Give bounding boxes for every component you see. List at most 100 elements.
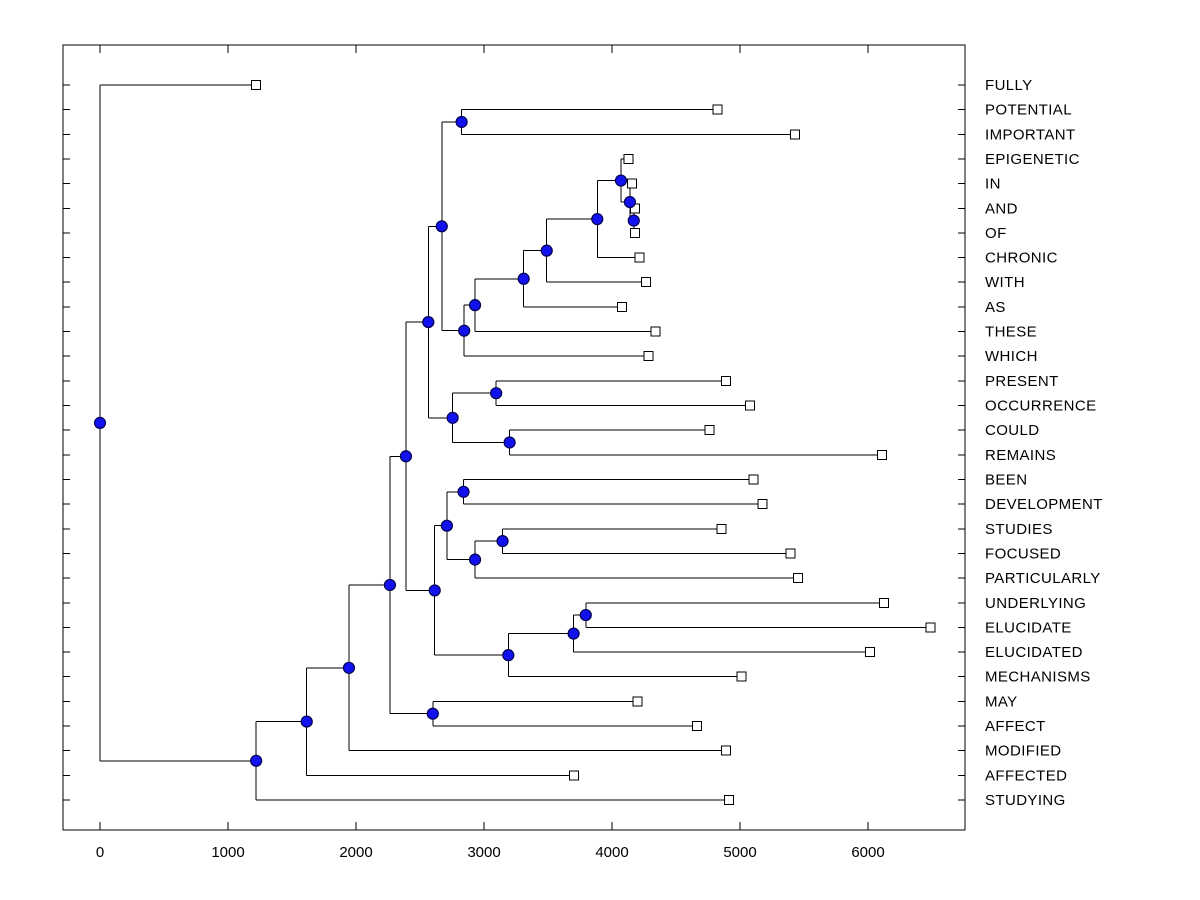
x-tick-label-0: 0 [96,844,104,861]
leaf-tip-marker [877,449,888,460]
internal-node-marker [428,584,441,597]
leaf-tip-marker [617,301,628,312]
internal-node-marker [457,485,470,498]
x-tick-label-6000: 6000 [851,844,884,861]
internal-node-marker [540,244,553,257]
leaf-label-could: COULD [985,422,1040,439]
leaf-tip-marker [634,252,645,263]
internal-node-marker [468,553,482,566]
x-tick-label-4000: 4000 [595,844,628,861]
internal-node-marker [422,315,435,329]
leaf-tip-marker [632,696,643,707]
internal-node-marker [591,212,604,226]
leaf-tip-marker [757,499,768,510]
leaf-label-modified: MODIFIED [985,743,1062,760]
labels: 0 1000 2000 3000 4000 5000 6000 FULLY POTENTIAL I… [96,77,1103,861]
leaf-label-potential: POTENTIAL [985,102,1072,119]
leaf-label-epigenetic: EPIGENETIC [985,151,1080,168]
leaf-label-focused: FOCUSED [985,545,1061,562]
internal-node-marker [426,707,439,720]
leaf-tip-marker [630,227,641,238]
leaf-label-of: OF [985,225,1007,242]
leaf-tip-marker [724,794,735,805]
leaf-tip-marker [925,622,936,633]
leaf-label-studies: STUDIES [985,521,1053,538]
x-tick-label-1000: 1000 [211,844,244,861]
leaf-tip-marker [650,326,661,337]
leaf-tip-marker [879,597,889,608]
internal-node-marker [614,174,628,187]
leaf-tip-marker [748,474,759,485]
leaf-label-important: IMPORTANT [985,126,1076,143]
leaf-label-in: IN [985,176,1001,193]
leaf-label-chronic: CHRONIC [985,250,1058,267]
axes [62,44,966,831]
leaf-tip-marker [643,351,654,362]
leaf-tip-marker [251,80,262,90]
leaf-label-with: WITH [985,274,1025,291]
internal-node-marker [579,608,592,622]
internal-node-marker [250,754,263,767]
leaf-label-affected: AFFECTED [985,767,1067,784]
leaf-label-as: AS [985,299,1006,316]
internal-node-marker [399,450,413,463]
leaf-label-occurrence: OCCURRENCE [985,398,1097,415]
leaf-tip-marker [745,400,756,411]
leaf-tip-marker [569,770,580,781]
leaf-tip-marker [692,721,703,732]
internal-node-marker [623,196,637,209]
internal-node-marker [455,115,468,129]
leaf-label-mechanisms: MECHANISMS [985,669,1091,686]
x-tick-label-2000: 2000 [339,844,372,861]
leaf-label-remains: REMAINS [985,447,1056,464]
leaf-label-particularly: PARTICULARLY [985,570,1101,587]
internal-node-marker [300,715,313,728]
internal-node-marker [496,535,509,548]
internal-node-marker [440,519,453,532]
internal-node-marker [490,387,503,400]
leaf-tip-marker [704,425,715,436]
leaf-tip-marker [720,375,731,386]
plot-border [62,44,966,831]
leaf-label-fully: FULLY [985,77,1033,94]
leaf-label-development: DEVELOPMENT [985,496,1103,513]
leaf-label-studying: STUDYING [985,792,1066,809]
leaf-label-present: PRESENT [985,373,1059,390]
internal-node-marker [435,220,448,233]
internal-node-marker [627,214,640,227]
leaf-tip-marker [712,104,723,115]
internal-node-marker [517,272,530,285]
internal-node-marker [383,578,397,592]
root-node-marker [93,416,107,429]
leaf-tip-marker [716,523,727,534]
leaf-label-these: THESE [985,324,1037,341]
internal-node-marker [446,411,459,424]
leaf-tip-marker [640,277,651,288]
leaf-label-been: BEEN [985,471,1027,488]
leaf-tip-marker [864,647,875,658]
leaf-label-elucidated: ELUCIDATED [985,644,1083,661]
internal-node-marker [342,661,356,674]
internal-node-marker [502,649,515,662]
tree-markers [93,80,936,805]
leaf-tip-marker [720,745,731,756]
leaf-tip-marker [793,573,804,584]
leaf-label-affect: AFFECT [985,718,1046,735]
leaf-label-elucidate: ELUCIDATE [985,619,1072,636]
leaf-tip-marker [785,548,796,559]
leaf-tip-marker [736,671,747,682]
leaf-tip-marker [626,178,637,189]
x-tick-label-3000: 3000 [467,844,500,861]
leaf-label-underlying: UNDERLYING [985,595,1086,612]
leaf-label-which: WHICH [985,348,1038,365]
internal-node-marker [458,324,471,337]
leaf-label-may: MAY [985,693,1018,710]
leaf-tip-marker [790,129,801,140]
internal-node-marker [468,299,482,312]
x-tick-label-5000: 5000 [723,844,756,861]
internal-node-marker [567,627,580,640]
leaf-tip-marker [623,153,634,164]
internal-node-marker [503,436,516,449]
